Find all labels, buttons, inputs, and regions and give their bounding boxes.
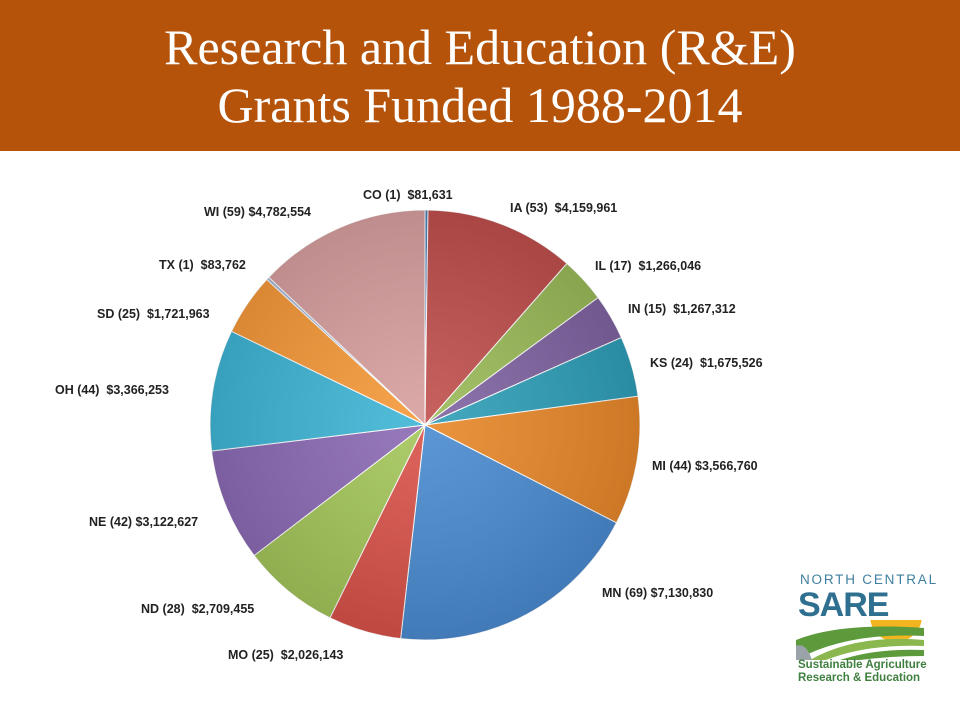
pie-slices: [209, 209, 641, 641]
data-label-tx: TX (1) $83,762: [159, 258, 246, 272]
data-label-nd: ND (28) $2,709,455: [141, 602, 254, 616]
data-label-co: CO (1) $81,631: [363, 188, 453, 202]
pie-data-labels: CO (1) $81,631 IA (53) $4,159,961 IL (17) …: [55, 188, 763, 662]
data-label-in: IN (15) $1,267,312: [628, 302, 736, 316]
logo-tagline: Sustainable Agriculture Research & Educa…: [798, 659, 927, 685]
sun-field-icon: [796, 620, 924, 660]
data-label-oh: OH (44) $3,366,253: [55, 383, 169, 397]
logo-region-text: NORTH CENTRAL: [800, 572, 938, 587]
data-label-mo: MO (25) $2,026,143: [228, 648, 343, 662]
data-label-il: IL (17) $1,266,046: [595, 259, 701, 273]
data-label-ne: NE (42) $3,122,627: [89, 515, 198, 529]
sare-logo: NORTH CENTRAL SARE Sustainable Agricultu…: [796, 570, 936, 690]
slide-title-line-1: Research and Education (R&E): [164, 18, 796, 75]
logo-tagline-1: Sustainable Agriculture: [798, 659, 927, 671]
slide-header: Research and Education (R&E) Grants Fund…: [0, 0, 960, 151]
data-label-ks: KS (24) $1,675,526: [650, 356, 763, 370]
data-label-ia: IA (53) $4,159,961: [510, 201, 617, 215]
data-label-sd: SD (25) $1,721,963: [97, 307, 210, 321]
data-label-wi: WI (59) $4,782,554: [204, 205, 311, 219]
data-label-mi: MI (44) $3,566,760: [652, 459, 758, 473]
logo-tagline-2: Research & Education: [798, 672, 921, 684]
logo-wordmark: SARE: [798, 586, 889, 624]
data-label-mn: MN (69) $7,130,830: [602, 586, 713, 600]
slide-title-line-2: Grants Funded 1988-2014: [217, 76, 743, 133]
